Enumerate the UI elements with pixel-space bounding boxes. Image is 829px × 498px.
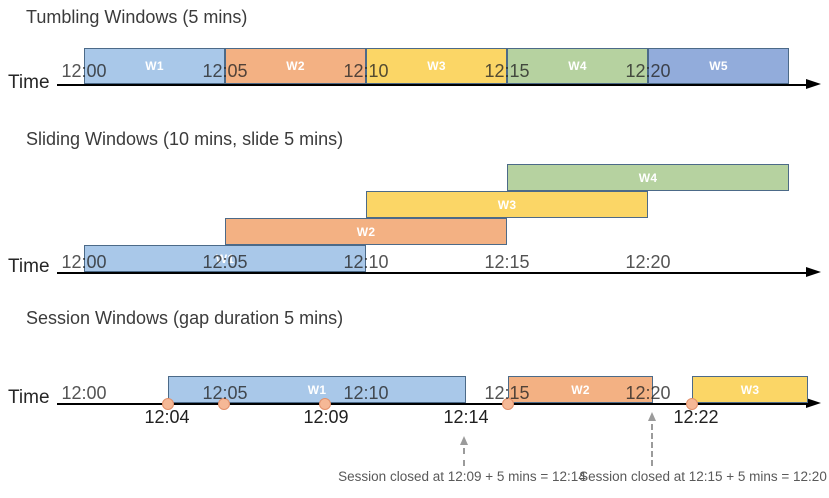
session-close-annotation-2: Session closed at 12:15 + 5 mins = 12:20 — [579, 469, 827, 484]
sliding-tick-1210: 12:10 — [343, 252, 389, 272]
session-close-annotation-1: Session closed at 12:09 + 5 mins = 12:14 — [338, 469, 586, 484]
event-dot — [502, 398, 514, 410]
session-window-w2: W2 — [508, 376, 653, 403]
tumbling-window-w2: W2 — [225, 48, 366, 84]
window-label: W3 — [427, 59, 446, 73]
tumbling-time-axis — [57, 79, 821, 90]
window-label: W5 — [709, 59, 728, 73]
axis-arrowhead-icon — [806, 267, 821, 278]
session-tick-1200: 12:00 — [61, 383, 107, 403]
event-dot — [218, 398, 230, 410]
window-label: W4 — [568, 59, 587, 73]
sliding-time-axis — [57, 267, 821, 278]
sliding-tick-1205: 12:05 — [202, 252, 248, 272]
sliding-title: Sliding Windows (10 mins, slide 5 mins) — [26, 129, 344, 149]
event-dot — [319, 398, 331, 410]
sliding-time-axis-label: Time — [8, 256, 50, 277]
session-time-axis-label: Time — [8, 387, 50, 408]
tumbling-window-w4: W4 — [507, 48, 648, 84]
session-tick-1215: 12:15 — [484, 383, 530, 403]
session-window-w1: W1 — [168, 376, 466, 403]
tumbling-tick-1205: 12:05 — [202, 61, 248, 81]
event-time-label: 12:22 — [673, 407, 719, 427]
event-time-label: 12:09 — [303, 407, 349, 427]
window-label: W4 — [638, 170, 658, 185]
window-label: W1 — [145, 59, 164, 73]
session-tick-1210: 12:10 — [343, 383, 389, 403]
window-label: W2 — [286, 59, 305, 73]
axis-arrowhead-icon — [806, 79, 821, 90]
session-time-axis — [57, 398, 821, 409]
window-label: W1 — [307, 382, 327, 397]
sliding-window-w2: W2 — [225, 218, 507, 245]
session-close-time-label: 12:14 — [443, 407, 489, 427]
event-time-label: 12:04 — [144, 407, 190, 427]
tumbling-window-w1: W1 — [84, 48, 225, 84]
tumbling-tick-1215: 12:15 — [484, 61, 530, 81]
arrow-shaft — [651, 424, 653, 466]
dashed-up-arrow-icon — [648, 412, 656, 466]
arrow-shaft — [463, 448, 465, 466]
sliding-window-w4: W4 — [507, 164, 789, 191]
dashed-up-arrow-icon — [460, 436, 468, 466]
window-label: W2 — [571, 382, 590, 397]
arrow-head — [460, 436, 468, 445]
tumbling-tick-1220: 12:20 — [625, 61, 671, 81]
event-dot — [162, 398, 174, 410]
tumbling-window-w3: W3 — [366, 48, 507, 84]
sliding-window-w1: W1 — [84, 245, 366, 272]
tumbling-window-w5: W5 — [648, 48, 789, 84]
session-tick-1205: 12:05 — [202, 383, 248, 403]
sliding-window-w3: W3 — [366, 191, 648, 218]
tumbling-time-axis-label: Time — [8, 72, 50, 93]
axis-arrowhead-icon — [806, 398, 821, 409]
window-label: W3 — [740, 382, 760, 397]
tumbling-tick-1210: 12:10 — [343, 61, 389, 81]
window-label: W2 — [356, 224, 376, 239]
session-tick-1220: 12:20 — [625, 383, 671, 403]
sliding-tick-1220: 12:20 — [625, 252, 671, 272]
sliding-tick-1215: 12:15 — [484, 252, 530, 272]
tumbling-title: Tumbling Windows (5 mins) — [26, 7, 248, 27]
sliding-tick-1200: 12:00 — [61, 252, 107, 272]
session-window-w3: W3 — [692, 376, 808, 403]
event-dot — [686, 398, 698, 410]
tumbling-tick-1200: 12:00 — [61, 61, 107, 81]
window-label: W3 — [497, 197, 517, 212]
session-title: Session Windows (gap duration 5 mins) — [26, 308, 344, 328]
window-label: W1 — [215, 251, 235, 266]
arrow-head — [648, 412, 656, 421]
